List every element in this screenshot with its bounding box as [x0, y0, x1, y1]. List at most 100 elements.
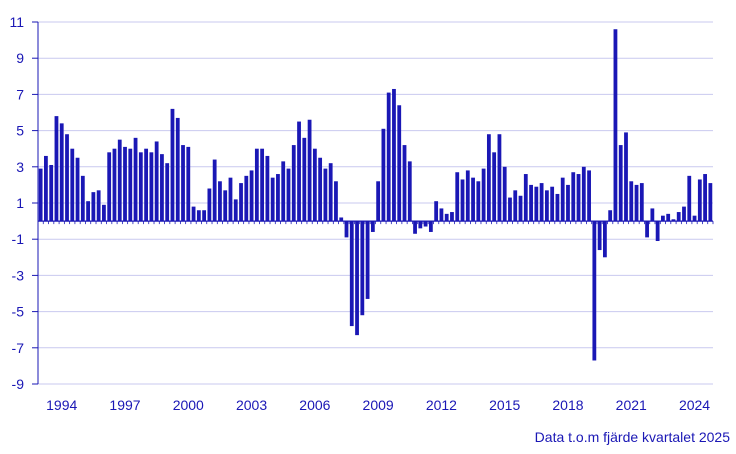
bar [254, 148, 259, 222]
bar [455, 172, 460, 222]
bar [133, 137, 138, 222]
bar [555, 193, 560, 222]
bar [112, 148, 117, 222]
y-tick-label: 11 [9, 14, 24, 30]
bar [634, 184, 639, 222]
bar [581, 166, 586, 222]
bar [80, 175, 85, 222]
y-tick-label: -7 [12, 340, 25, 356]
bar [339, 217, 344, 222]
y-tick-label: 5 [16, 123, 24, 139]
bar [671, 219, 676, 222]
bar [218, 181, 222, 222]
bar [123, 146, 127, 222]
bar [465, 170, 470, 222]
footer-note: Data t.o.m fjärde kvartalet 2025 [534, 429, 730, 445]
bar [471, 177, 475, 222]
bar [86, 201, 90, 222]
bar [291, 145, 296, 222]
bar [128, 148, 133, 222]
bar [539, 183, 544, 222]
y-tick-label: 9 [16, 50, 24, 66]
bar [249, 170, 254, 222]
bar [96, 190, 101, 222]
x-tick-label: 2006 [299, 397, 330, 413]
bar [196, 210, 201, 222]
bar [576, 174, 581, 222]
bar [386, 92, 391, 222]
bar [508, 197, 512, 222]
bar [560, 177, 565, 222]
bar [207, 188, 212, 222]
bar [703, 174, 707, 222]
bar [708, 183, 713, 222]
bar [297, 121, 301, 222]
bar [655, 221, 660, 242]
bar [44, 155, 48, 222]
bar [492, 152, 497, 222]
bar [138, 152, 143, 222]
bar [566, 184, 570, 222]
bar [286, 168, 291, 222]
bar [328, 163, 333, 222]
y-tick-label: 7 [16, 86, 24, 102]
bar [307, 119, 312, 222]
x-axis-ticks: 1994 1997 2000 2003 2006 2009 2012 2015 2018 2021… [37, 221, 714, 413]
bar [502, 166, 507, 222]
bar [360, 221, 365, 316]
bar [202, 210, 207, 222]
bar [54, 116, 59, 222]
bar [365, 221, 370, 299]
bar [233, 199, 238, 222]
bar [645, 221, 649, 238]
y-tick-label: 3 [16, 159, 24, 175]
bar [428, 221, 433, 232]
bar [513, 190, 518, 222]
bar [175, 117, 180, 222]
bar [397, 105, 402, 222]
bar [418, 221, 423, 229]
bar [529, 184, 533, 222]
x-tick-label: 2009 [363, 397, 394, 413]
bar [592, 221, 597, 361]
bar [186, 146, 191, 222]
bar [518, 195, 523, 222]
x-tick-label: 2000 [173, 397, 204, 413]
bar [228, 177, 233, 222]
bar [571, 172, 576, 222]
bar [65, 134, 69, 222]
bar [107, 152, 112, 222]
bar [439, 208, 444, 222]
bar-series [38, 29, 713, 361]
bar [270, 177, 275, 222]
bar [587, 170, 591, 222]
bar [550, 186, 555, 222]
bar [265, 155, 270, 222]
bar [276, 174, 280, 222]
bar [160, 154, 164, 222]
bar [344, 221, 349, 238]
bar [608, 210, 613, 222]
bar [687, 175, 692, 222]
bar [486, 134, 491, 222]
bar [334, 181, 338, 222]
bar [497, 134, 502, 222]
bar [49, 164, 54, 222]
bar [149, 152, 154, 222]
bar [481, 168, 486, 222]
bar [91, 192, 96, 222]
bar [144, 148, 149, 222]
bar [154, 141, 159, 222]
x-tick-label: 2018 [552, 397, 583, 413]
bar [302, 137, 307, 222]
x-tick-label: 1994 [46, 397, 77, 413]
bar [450, 212, 454, 222]
x-tick-label: 2015 [489, 397, 520, 413]
y-tick-label: 1 [16, 195, 24, 211]
bar [381, 128, 386, 222]
bar [423, 221, 428, 227]
bar [117, 139, 122, 222]
y-tick-label: -3 [12, 267, 25, 283]
bar [38, 168, 43, 222]
bar [102, 204, 106, 222]
